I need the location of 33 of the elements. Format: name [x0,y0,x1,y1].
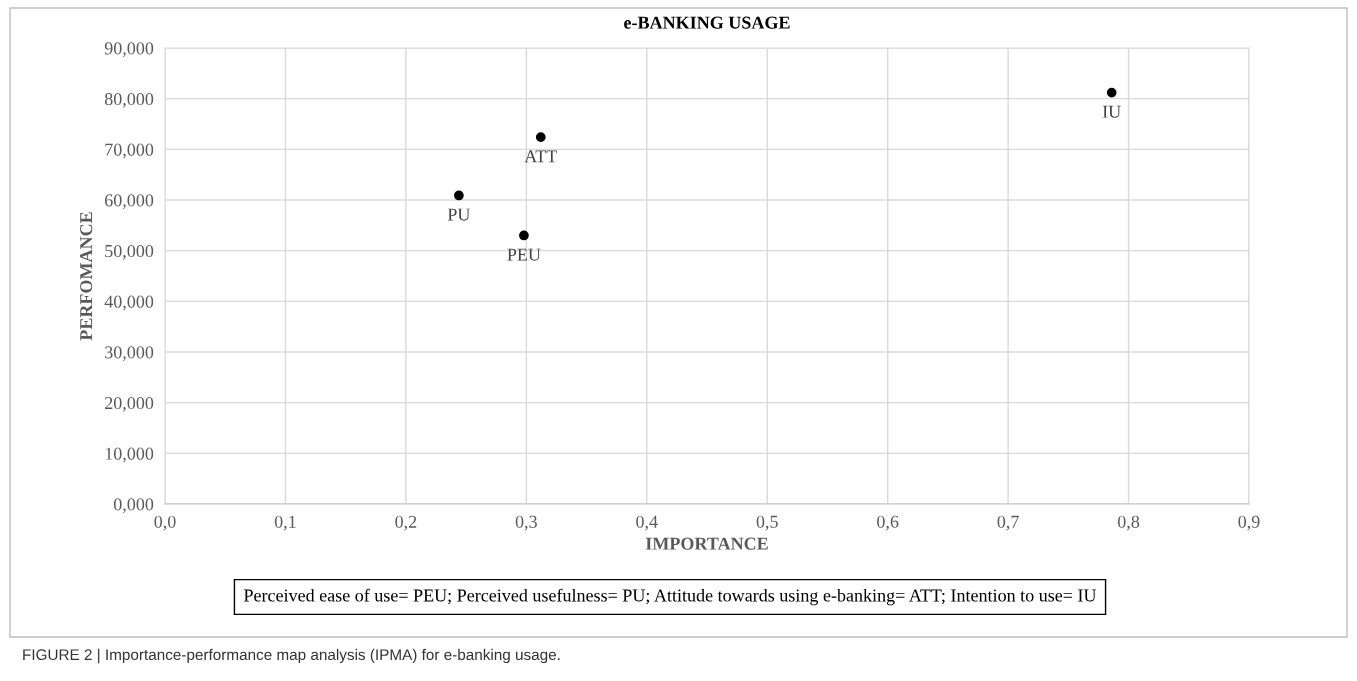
x-tick-label: 0,6 [877,515,899,531]
y-tick-label: 40,000 [104,295,154,311]
x-tick-label: 0,4 [636,515,658,531]
y-tick-label: 0,000 [113,498,154,514]
x-tick-label: 0,9 [1238,515,1260,531]
y-tick-label: 90,000 [104,42,154,58]
annotation: ATT [524,150,558,163]
x-axis-title: IMPORTANCE [645,537,768,550]
annotation: PU [447,208,471,221]
y-tick-label: 50,000 [105,244,154,260]
y-tick-label: 30,000 [105,346,154,362]
y-tick-label: 60,000 [105,194,154,210]
text: Perceived ease of use= PEU; Perceived usefulness= PU; Attitude towards using e-banking= ATT; Intention to use= IU [243,588,1097,606]
x-tick-label: 0,8 [1117,515,1140,531]
x-tick-label: 0,5 [756,515,778,531]
y-tick-label: 20,000 [105,396,154,412]
point [454,190,464,201]
point [535,132,546,143]
y-tick-label: 80,000 [104,92,154,108]
chart-title: e-BANKING USAGE [624,16,790,29]
y-tick-label: 10,000 [105,447,154,463]
x-tick-label: 0,2 [395,515,417,531]
y-tick-label: 70,000 [105,143,154,159]
point [1106,87,1117,98]
annotation: PEU [507,248,541,261]
point [519,230,529,241]
x-tick-label: 0,7 [997,515,1019,531]
x-tick-label: 0,0 [154,515,176,531]
x-tick-label: 0,3 [515,515,537,531]
annotation: IU [1102,105,1121,118]
caption: FIGURE 2 | Importance-performance map analysis (IPMA) for e-banking usage. [23,648,560,664]
y-axis-title: PERFOMANCE [80,212,93,341]
x-tick-label: 0,1 [274,515,296,531]
